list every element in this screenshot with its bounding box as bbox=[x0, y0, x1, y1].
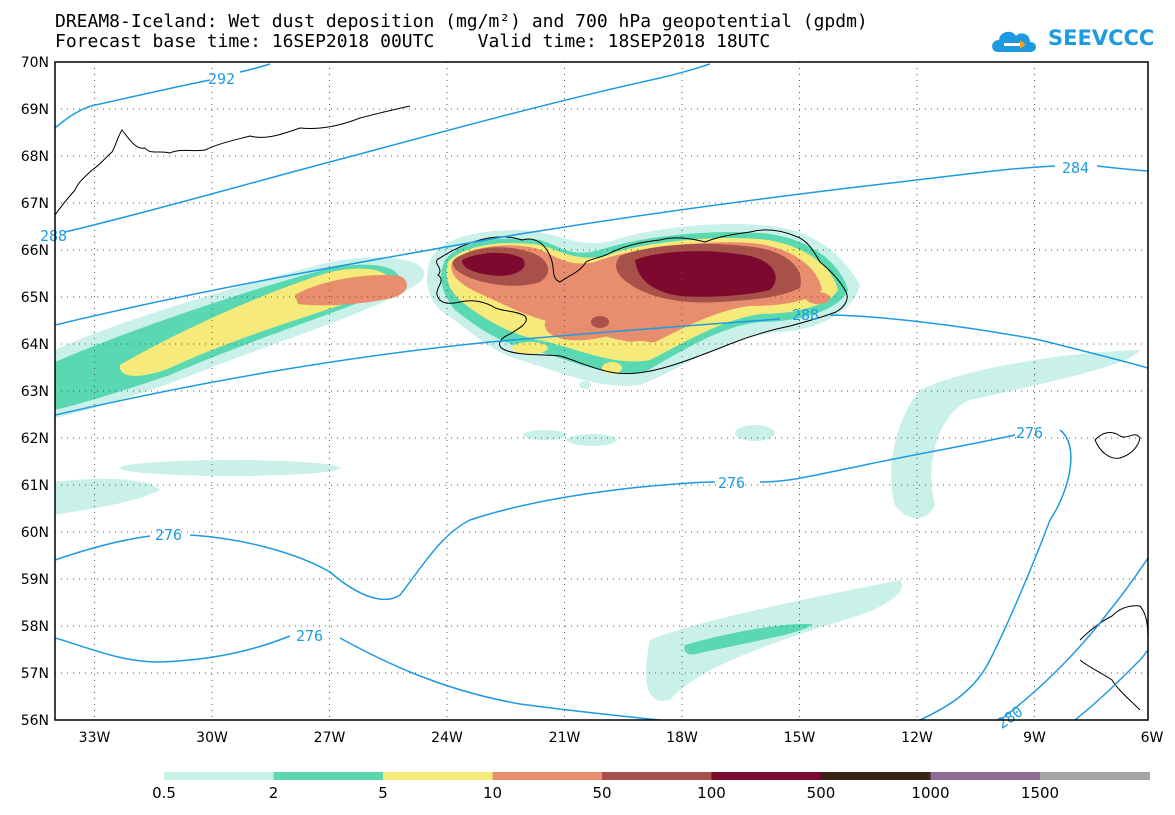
iceland-dust-east bbox=[806, 292, 830, 304]
latitude-label: 65N bbox=[21, 290, 49, 306]
coastlines bbox=[55, 105, 1148, 711]
longitude-label: 30W bbox=[196, 730, 228, 746]
patch-light bbox=[579, 381, 591, 389]
map-title: DREAM8-Iceland: Wet dust deposition (mg/… bbox=[55, 11, 868, 32]
longitude-label: 12W bbox=[901, 730, 933, 746]
colorbar-swatch bbox=[930, 772, 1041, 780]
patch-light bbox=[55, 478, 160, 515]
colorbar-swatch bbox=[602, 772, 712, 780]
latitude-label: 61N bbox=[21, 478, 49, 494]
colorbar-label: 1500 bbox=[1021, 784, 1059, 802]
latitude-label: 57N bbox=[21, 666, 49, 682]
latitude-label: 59N bbox=[21, 572, 49, 588]
contour-284 bbox=[55, 165, 1148, 326]
contour-276-mid bbox=[55, 434, 1016, 601]
contour-label: 276 bbox=[718, 474, 745, 492]
contour-280-b bbox=[1074, 649, 1148, 720]
latitude-label: 67N bbox=[21, 196, 49, 212]
plume-west-lv4 bbox=[295, 274, 407, 306]
contour-label: 276 bbox=[155, 526, 182, 544]
colorbar-label: 2 bbox=[269, 784, 279, 802]
contour-280 bbox=[999, 557, 1148, 720]
colorbar-label: 500 bbox=[807, 784, 836, 802]
contour-276-south bbox=[55, 635, 661, 720]
latitude-label: 69N bbox=[21, 102, 49, 118]
latitude-label: 56N bbox=[21, 713, 49, 729]
contour-label: 288 bbox=[40, 227, 67, 245]
colorbar-swatch bbox=[164, 772, 274, 780]
faroe-coast bbox=[1094, 432, 1141, 459]
colorbar-swatch bbox=[711, 772, 822, 780]
contour-label: 280 bbox=[994, 702, 1027, 732]
patch-light bbox=[120, 460, 340, 476]
patch-light bbox=[567, 434, 617, 446]
patch-south-lv1 bbox=[646, 580, 902, 701]
longitude-label: 15W bbox=[784, 730, 816, 746]
colorbar-label: 0.5 bbox=[152, 784, 176, 802]
graticule bbox=[55, 62, 1148, 720]
colorbar-swatch bbox=[1040, 772, 1150, 780]
patch-light bbox=[735, 425, 775, 441]
geopotential-contours bbox=[55, 63, 1148, 720]
map-subtitle: Forecast base time: 16SEP2018 00UTC Vali… bbox=[55, 31, 771, 52]
longitude-label: 33W bbox=[79, 730, 111, 746]
contour-label: 292 bbox=[208, 70, 235, 88]
iceland-dust-south3 bbox=[624, 341, 656, 355]
longitude-labels: 33W 30W 27W 24W 21W 18W 15W 12W 9W 6W bbox=[79, 730, 1164, 746]
iceland-dust-lv6 bbox=[462, 251, 776, 297]
contour-label: 276 bbox=[1016, 424, 1043, 442]
latitude-label: 58N bbox=[21, 619, 49, 635]
colorbar-swatch bbox=[383, 772, 493, 780]
map-frame bbox=[54, 61, 1149, 721]
dust-deposition-field bbox=[55, 223, 1140, 701]
colorbar-swatch bbox=[821, 772, 931, 780]
patch-east bbox=[891, 350, 1140, 519]
contour-288-south bbox=[55, 314, 1148, 416]
colorbar-swatch bbox=[492, 772, 603, 780]
contour-276-east bbox=[919, 429, 1072, 720]
colorbar-label: 50 bbox=[592, 784, 611, 802]
logo-text: SEEVCCC bbox=[1048, 26, 1155, 50]
latitude-label: 62N bbox=[21, 431, 49, 447]
patch-south-lv2 bbox=[684, 623, 812, 655]
iceland-dust-south2 bbox=[512, 342, 548, 354]
colorbar-label: 5 bbox=[378, 784, 388, 802]
longitude-label: 27W bbox=[314, 730, 346, 746]
latitude-label: 60N bbox=[21, 525, 49, 541]
latitude-label: 64N bbox=[21, 337, 49, 353]
latitude-label: 66N bbox=[21, 243, 49, 259]
latitude-label: 70N bbox=[21, 55, 49, 71]
contour-288-north bbox=[64, 63, 711, 233]
colorbar: 0.5 2 5 10 50 100 500 1000 1500 bbox=[152, 772, 1150, 802]
contour-label: 288 bbox=[792, 306, 819, 324]
longitude-label: 6W bbox=[1141, 730, 1164, 746]
latitude-label: 68N bbox=[21, 149, 49, 165]
colorbar-label: 1000 bbox=[911, 784, 949, 802]
greenland-coast bbox=[55, 105, 411, 216]
contour-label: 276 bbox=[296, 627, 323, 645]
colorbar-label: 100 bbox=[697, 784, 726, 802]
longitude-label: 24W bbox=[431, 730, 463, 746]
colorbar-label: 10 bbox=[483, 784, 502, 802]
longitude-label: 9W bbox=[1023, 730, 1046, 746]
cloud-icon bbox=[992, 31, 1036, 52]
contour-label: 284 bbox=[1062, 159, 1089, 177]
norway-coast bbox=[1079, 605, 1148, 711]
longitude-label: 21W bbox=[549, 730, 581, 746]
latitude-labels: 70N 69N 68N 67N 66N 65N 64N 63N 62N 61N 60N 59N 58N 5… bbox=[21, 55, 49, 729]
contour-292-b bbox=[239, 63, 271, 73]
colorbar-swatch bbox=[273, 772, 384, 780]
longitude-label: 18W bbox=[666, 730, 698, 746]
patch-light bbox=[523, 430, 567, 440]
latitude-label: 63N bbox=[21, 384, 49, 400]
iceland-coast bbox=[435, 229, 848, 375]
iceland-dust-hotspot bbox=[591, 316, 609, 328]
contour-292-a bbox=[55, 79, 211, 129]
